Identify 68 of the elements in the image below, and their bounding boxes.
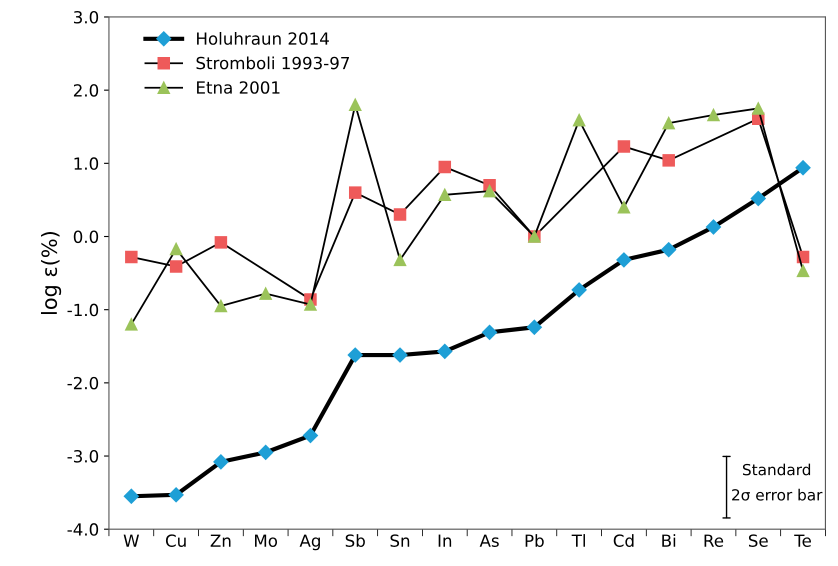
point (796, 264, 810, 278)
point (438, 188, 452, 202)
point (348, 186, 362, 199)
y-axis-title: log ε(%) (40, 232, 62, 314)
x-tick-label: Mo (255, 534, 278, 547)
annotation: Standard 2σ error bar (732, 464, 822, 501)
x-tick-label: Te (794, 534, 811, 547)
y-tick-label: 0.0 (74, 230, 98, 244)
point (213, 454, 228, 470)
point (125, 250, 138, 264)
y-tick-label: -2.0 (68, 376, 98, 390)
x-tick-label: W (124, 534, 140, 547)
point (482, 324, 498, 340)
legend-label: Etna 2001 (197, 81, 280, 94)
legend-label: Holuhraun 2014 (197, 32, 329, 45)
x-tick-label: Cd (614, 534, 634, 547)
point (483, 184, 496, 198)
point (214, 236, 228, 249)
point (572, 282, 587, 298)
y-tick-label: 1.0 (74, 157, 98, 170)
legend-label: Stromboli 1993-97 (196, 56, 350, 70)
x-tick-label: Ag (300, 534, 320, 550)
point (170, 242, 182, 256)
y-tick-label: 2.0 (74, 84, 98, 97)
point (394, 208, 406, 221)
point (437, 344, 452, 359)
point (662, 116, 675, 130)
point (752, 102, 765, 115)
point (662, 154, 675, 167)
point (348, 347, 363, 363)
point (616, 252, 632, 268)
point (706, 219, 722, 235)
point (438, 160, 452, 174)
point (750, 190, 766, 206)
point (392, 347, 408, 363)
x-tick-label: Re (704, 534, 724, 547)
point (258, 444, 274, 460)
y-tick-label: -1.0 (68, 304, 98, 316)
point (572, 114, 586, 126)
point (214, 300, 228, 312)
point (302, 428, 318, 444)
point (618, 140, 630, 153)
point (618, 200, 630, 214)
x-tick-label: In (438, 534, 452, 547)
point (526, 320, 542, 335)
x-tick-label: As (480, 534, 499, 547)
point (304, 298, 317, 311)
x-tick-label: Se (748, 534, 768, 547)
x-tick-label: Sb (346, 534, 365, 547)
x-tick-label: Sn (390, 534, 410, 547)
y-tick-label: 3.0 (74, 10, 98, 24)
x-tick-label: Cu (166, 534, 186, 547)
point (394, 254, 406, 266)
x-tick-label: Pb (526, 534, 544, 547)
x-tick-label: Bi (662, 534, 676, 547)
x-tick-label: Zn (210, 534, 230, 547)
point (795, 160, 811, 176)
point (168, 487, 184, 502)
y-tick-label: -3.0 (68, 450, 98, 463)
point (170, 260, 182, 273)
y-tick-label: -4.0 (68, 523, 98, 536)
point (707, 108, 720, 122)
point (348, 98, 362, 112)
point (125, 318, 138, 331)
x-tick-label: Tl (572, 534, 585, 547)
point (259, 287, 272, 300)
point (124, 488, 139, 504)
point (661, 242, 676, 258)
